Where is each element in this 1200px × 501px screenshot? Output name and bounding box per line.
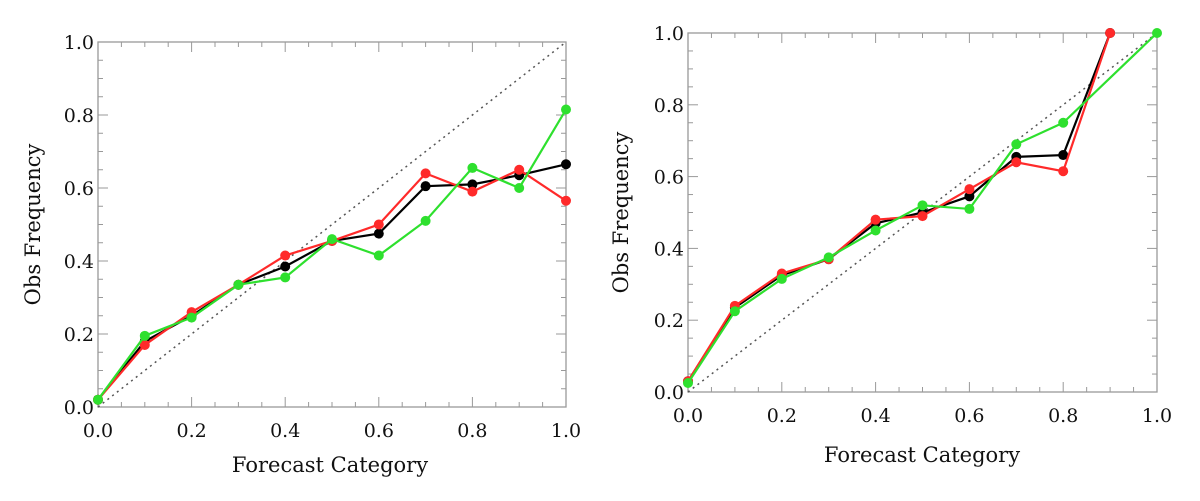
data-point-red — [870, 214, 881, 225]
y-tick-label: 1.0 — [64, 32, 94, 54]
y-tick-label: 0.8 — [64, 105, 94, 127]
data-point-black — [280, 261, 291, 272]
data-point-black — [373, 228, 384, 239]
data-point-green — [186, 312, 197, 323]
y-tick-label: 0.8 — [654, 95, 684, 117]
x-axis-title: Forecast Category — [232, 453, 428, 477]
y-axis-title: Obs Frequency — [21, 144, 45, 306]
data-point-green — [467, 162, 478, 173]
data-point-green — [1058, 117, 1069, 128]
data-point-red — [964, 184, 975, 195]
data-point-red — [917, 211, 928, 222]
series-line-red — [687, 32, 1112, 382]
data-point-red — [514, 164, 525, 175]
y-tick-label: 0.2 — [64, 324, 94, 346]
y-tick-label: 0.0 — [64, 397, 94, 419]
data-point-green — [964, 203, 975, 214]
x-tick-label: 0.4 — [860, 405, 890, 427]
data-point-red — [1058, 166, 1069, 177]
data-point-green — [139, 330, 150, 341]
data-point-green — [683, 378, 693, 389]
y-tick-label: 0.0 — [654, 382, 684, 404]
data-point-black — [1058, 150, 1069, 161]
data-point-green — [1152, 28, 1162, 38]
data-point-green — [776, 273, 787, 284]
data-point-red — [467, 186, 478, 197]
y-tick-label: 0.6 — [64, 178, 94, 200]
data-point-green — [233, 279, 244, 290]
series-line-black — [687, 32, 1112, 382]
x-axis-title: Forecast Category — [824, 443, 1020, 467]
data-point-green — [327, 234, 337, 245]
data-point-red — [561, 195, 571, 206]
chart-1: 0.0 0.2 0.4 0.6 0.8 1.0 0.0 0.2 0.4 0.6 0.8 1.0 Fore… — [21, 32, 581, 477]
data-point-green — [420, 215, 431, 226]
x-tick-label: 0.4 — [270, 420, 300, 442]
data-point-red — [373, 219, 384, 230]
series-line-black — [97, 163, 567, 401]
y-tick-label: 0.6 — [654, 167, 684, 189]
y-tick-label: 1.0 — [654, 23, 684, 45]
series-line-red — [97, 168, 567, 401]
data-point-green — [870, 225, 881, 236]
series-line-green — [687, 32, 1158, 384]
y-tick-label: 0.4 — [64, 251, 94, 273]
data-point-green — [514, 183, 525, 193]
data-point-green — [373, 250, 384, 261]
data-point-green — [93, 394, 103, 405]
data-point-green — [561, 104, 571, 115]
data-point-black — [561, 159, 571, 170]
data-point-green — [1011, 139, 1022, 150]
x-tick-label: 0.0 — [83, 420, 113, 442]
data-point-red — [139, 339, 150, 350]
x-tick-label: 0.6 — [954, 405, 984, 427]
x-tick-label: 0.2 — [176, 420, 206, 442]
y-tick-label: 0.2 — [654, 310, 684, 332]
data-point-black — [467, 179, 478, 190]
data-point-black — [964, 191, 975, 202]
x-tick-label: 0.8 — [1048, 405, 1078, 427]
x-tick-label: 0.0 — [673, 405, 703, 427]
perfect-reliability-line — [97, 41, 567, 408]
data-point-green — [917, 200, 928, 211]
data-point-red — [280, 250, 291, 261]
data-point-red — [420, 168, 431, 179]
data-point-black — [420, 181, 431, 192]
x-tick-label: 0.8 — [457, 420, 487, 442]
x-tick-label: 0.6 — [364, 420, 394, 442]
data-point-green — [823, 252, 834, 263]
y-tick-label: 0.4 — [654, 238, 684, 260]
y-axis-title: Obs Frequency — [609, 132, 633, 294]
data-point-red — [1011, 157, 1022, 168]
x-tick-label: 0.2 — [767, 405, 797, 427]
data-point-red — [1105, 28, 1116, 38]
x-tick-label: 1.0 — [1142, 405, 1172, 427]
series-line-green — [97, 108, 567, 401]
x-tick-label: 1.0 — [551, 420, 581, 442]
data-point-green — [729, 306, 740, 317]
data-point-green — [280, 272, 291, 283]
chart-2: 0.0 0.2 0.4 0.6 0.8 1.0 0.0 0.2 0.4 0.6 0.8 1.0 Fore… — [609, 23, 1172, 467]
